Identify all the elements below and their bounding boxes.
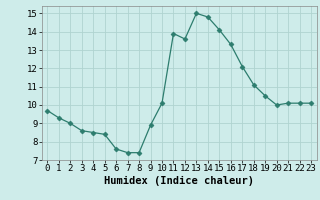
X-axis label: Humidex (Indice chaleur): Humidex (Indice chaleur) — [104, 176, 254, 186]
